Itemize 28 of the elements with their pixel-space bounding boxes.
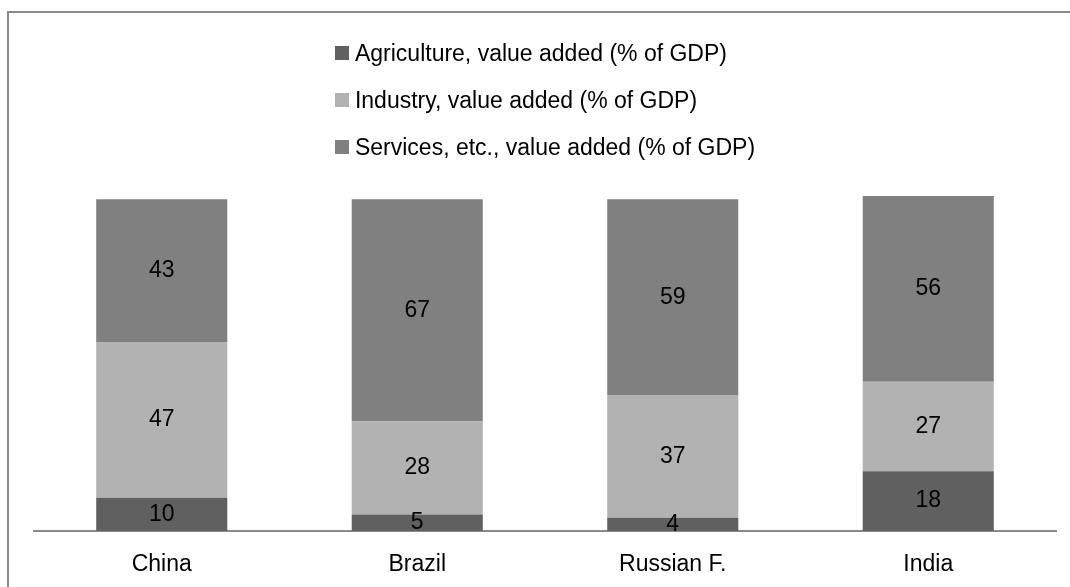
- x-tick-label: India: [903, 550, 954, 577]
- bar: [96, 341, 228, 498]
- bar: [96, 199, 228, 342]
- data-label: 37: [659, 441, 686, 468]
- data-label: 67: [404, 295, 431, 322]
- bar: [862, 196, 994, 382]
- x-tick-label: Brazil: [388, 550, 447, 577]
- legend-label: Agriculture, value added (% of GDP): [354, 39, 727, 67]
- bar: [862, 471, 994, 531]
- legend-label: Services, etc., value added (% of GDP): [354, 133, 756, 161]
- x-tick-label: China: [131, 550, 192, 577]
- bar: [351, 199, 483, 422]
- data-label: 5: [410, 508, 424, 535]
- x-tick-label: Russian F.: [619, 550, 727, 577]
- legend-label: Industry, value added (% of GDP): [354, 86, 698, 114]
- data-label: 43: [148, 255, 175, 282]
- data-label: 4: [666, 509, 680, 536]
- data-label: 28: [404, 453, 431, 480]
- bar: [96, 497, 228, 531]
- data-label: 47: [148, 405, 175, 432]
- data-label: 59: [659, 282, 686, 309]
- data-label: 27: [915, 411, 942, 438]
- bar: [351, 514, 483, 531]
- data-label: 18: [915, 486, 942, 513]
- bar: [607, 199, 739, 396]
- bar: [862, 381, 994, 472]
- data-label: 56: [915, 274, 942, 301]
- data-label: 10: [148, 499, 175, 526]
